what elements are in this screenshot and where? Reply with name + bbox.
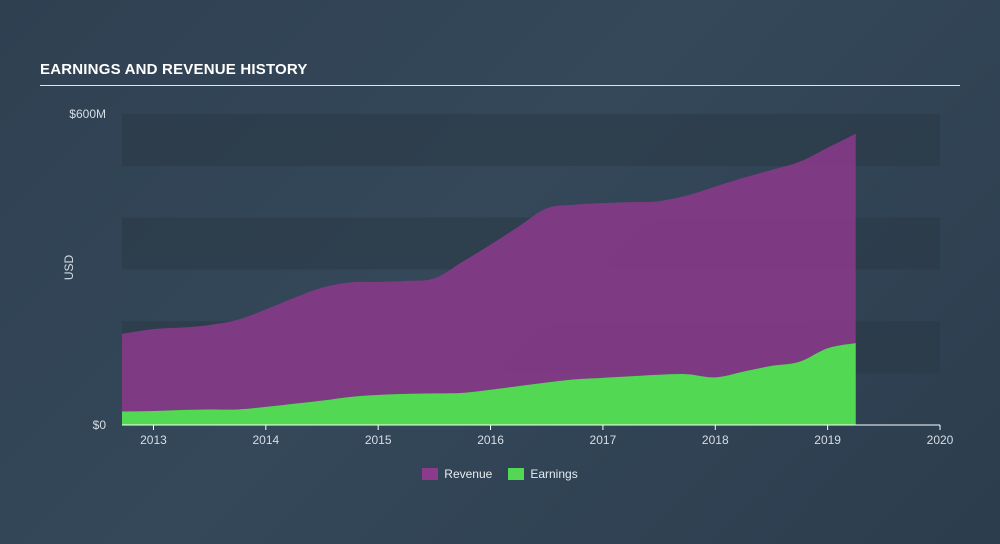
x-tick-label: 2013 — [140, 433, 167, 447]
legend-swatch — [508, 468, 525, 480]
x-tick-label: 2018 — [702, 433, 729, 447]
series-area-revenue — [122, 133, 856, 426]
series-area-earnings — [122, 343, 856, 425]
chart-legend: Revenue Earnings — [0, 467, 1000, 481]
x-tick-label: 2019 — [814, 433, 841, 447]
series-areas — [122, 133, 856, 426]
x-tick-label: 2015 — [365, 433, 392, 447]
x-tick-label: 2017 — [590, 433, 617, 447]
y-tick-label-max: $600M — [69, 107, 106, 121]
x-tick-label: 2016 — [477, 433, 504, 447]
legend-swatch — [422, 468, 439, 480]
legend-item-revenue: Revenue — [422, 467, 492, 481]
legend-label: Revenue — [444, 467, 493, 481]
legend-item-earnings: Earnings — [508, 467, 578, 481]
x-tick-label: 2020 — [927, 433, 954, 447]
y-tick-label-zero: $0 — [93, 418, 107, 432]
title-divider — [40, 85, 960, 86]
y-axis-label: USD — [62, 255, 76, 281]
chart-title: EARNINGS AND REVENUE HISTORY — [40, 61, 308, 78]
x-tick-label: 2014 — [252, 433, 279, 447]
grid-band — [122, 114, 940, 166]
axes: 2013 2014 2015 2016 2017 2018 2019 2020 $600M $0 U… — [62, 107, 954, 447]
legend-label: Earnings — [530, 467, 578, 481]
